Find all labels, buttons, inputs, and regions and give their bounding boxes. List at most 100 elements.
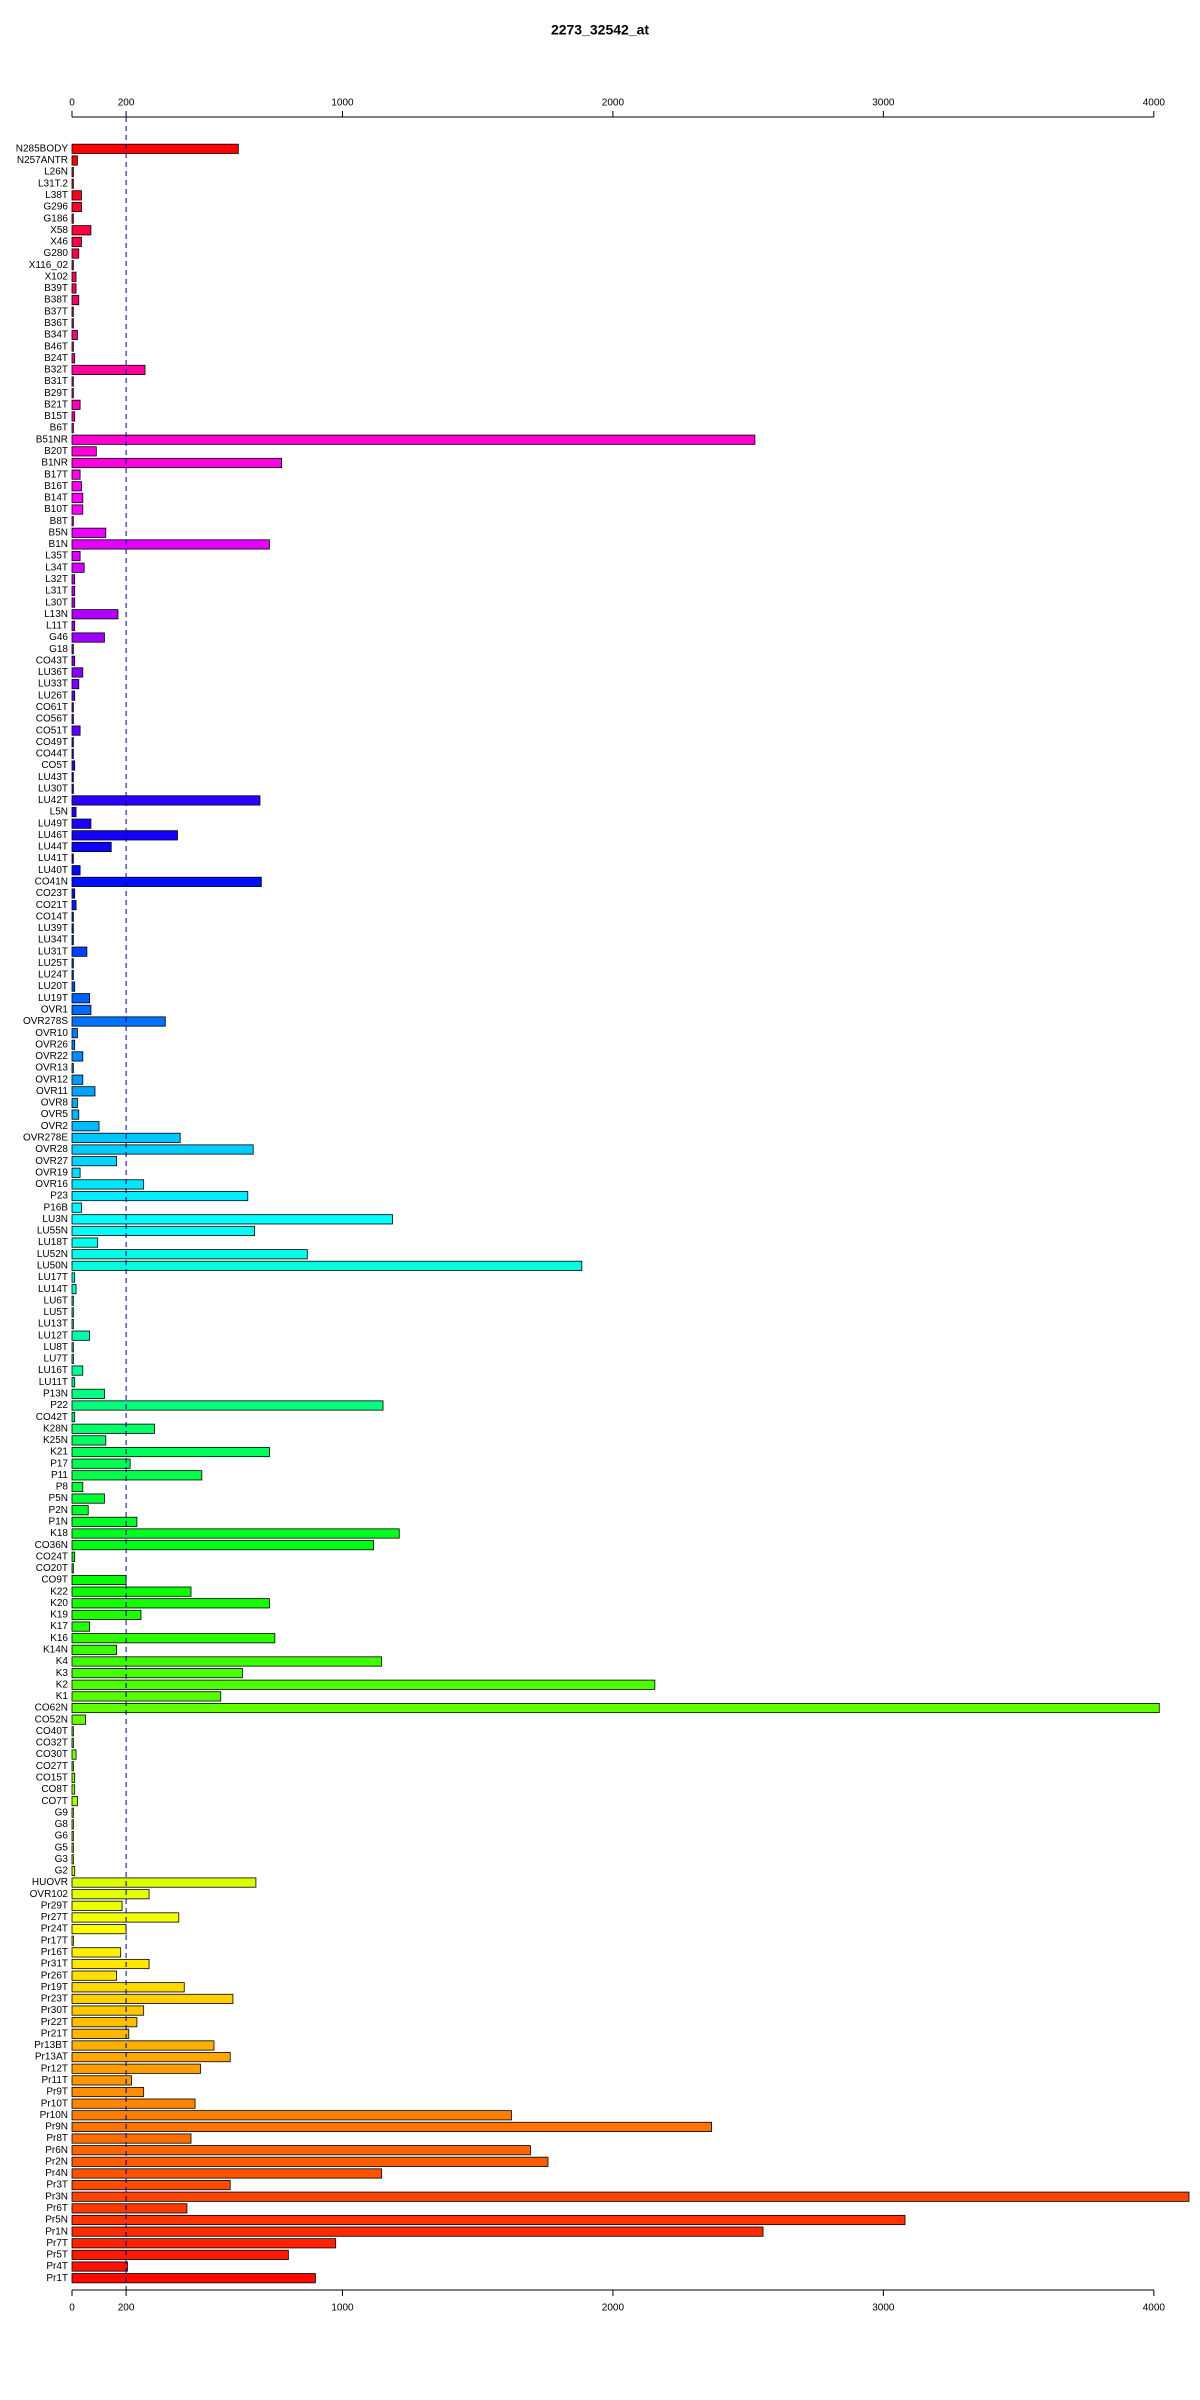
bar: [71, 1446, 270, 1458]
y-tick-label: Pr19T: [41, 1982, 68, 1993]
bar: [71, 1609, 142, 1620]
y-tick-label: CO42T: [36, 1412, 68, 1423]
bar: [71, 1563, 74, 1574]
bar: [71, 2121, 713, 2132]
y-tick-label: B51NR: [36, 434, 68, 445]
y-tick-label: B20T: [44, 446, 68, 457]
bar: [71, 2005, 145, 2016]
bar: [71, 1435, 107, 1446]
bar: [71, 772, 74, 783]
bar: [71, 1528, 400, 1539]
y-tick-label: P22: [50, 1400, 68, 1411]
bar: [71, 1877, 257, 1888]
bar: [71, 1295, 74, 1306]
bar: [71, 1365, 84, 1376]
y-tick-label: CO62N: [35, 1703, 68, 1714]
y-tick-label: CO23T: [36, 888, 68, 899]
y-tick-label: Pr9T: [46, 2087, 68, 2098]
y-tick-label: LU20T: [38, 981, 68, 992]
bar: [71, 1214, 393, 1225]
y-tick-label: P1N: [49, 1516, 68, 1527]
bar: [71, 1458, 131, 1469]
bar: [71, 1819, 74, 1830]
bar: [71, 1237, 99, 1248]
y-tick-label: CO9T: [41, 1575, 68, 1586]
bar: [71, 1144, 254, 1155]
y-tick-label: P23: [50, 1191, 68, 1202]
bar: [71, 1854, 74, 1865]
y-tick-label: Pr22T: [41, 2017, 68, 2028]
y-tick-label: Pr24T: [41, 1924, 68, 1935]
x-tick-label: 0: [69, 98, 75, 109]
y-tick-label: LU50N: [37, 1261, 68, 1272]
bar: [71, 923, 74, 934]
bar: [71, 1656, 383, 1667]
bar: [71, 504, 84, 515]
y-tick-label: Pr17T: [41, 1935, 68, 1946]
y-tick-label: LU8T: [44, 1342, 68, 1353]
bar: [71, 295, 80, 306]
bar: [71, 1097, 78, 1109]
bar: [71, 539, 270, 550]
y-tick-label: OVR19: [35, 1167, 68, 1178]
y-tick-label: Pr29T: [41, 1900, 68, 1911]
y-tick-label: CO43T: [36, 655, 68, 666]
y-tick-label: Pr13AT: [35, 2052, 68, 2063]
bar: [71, 2226, 764, 2237]
bar: [71, 516, 74, 527]
y-tick-label: OVR12: [35, 1074, 68, 1085]
y-tick-label: Pr5N: [45, 2215, 68, 2226]
bar: [71, 492, 84, 503]
y-tick-label: OVR13: [35, 1063, 68, 1074]
x-tick-label: 200: [118, 98, 135, 109]
y-tick-label: K14N: [43, 1644, 68, 1655]
y-tick-label: LU7T: [44, 1354, 68, 1365]
y-tick-label: G9: [55, 1807, 69, 1818]
bar: [71, 1621, 90, 1632]
y-tick-label: OVR278S: [23, 1016, 68, 1027]
bar: [71, 958, 74, 969]
bar: [71, 1807, 74, 1818]
bar: [71, 562, 85, 573]
bar: [71, 1225, 255, 1237]
bar: [71, 1726, 74, 1737]
bar: [71, 213, 74, 224]
bar: [71, 2145, 531, 2156]
bar: [71, 2238, 337, 2249]
bar: [71, 807, 77, 818]
y-tick-label: Pr27T: [41, 1912, 68, 1923]
bar: [71, 190, 82, 201]
y-tick-label: Pr7T: [46, 2238, 68, 2249]
y-tick-label: K4: [56, 1656, 69, 1667]
bar: [71, 1249, 308, 1260]
y-tick-label: CO56T: [36, 714, 68, 725]
bar: [71, 1924, 127, 1935]
bar: [71, 1912, 180, 1923]
bar: [71, 1493, 105, 1504]
bar: [71, 2075, 132, 2086]
y-tick-label: OVR28: [35, 1144, 68, 1155]
y-tick-label: N257ANTR: [17, 155, 68, 166]
bar: [71, 1796, 78, 1807]
bar: [71, 1644, 118, 1655]
bar: [71, 1889, 150, 1900]
y-tick-label: LU36T: [38, 667, 68, 678]
y-tick-label: K17: [50, 1621, 68, 1632]
y-tick-label: L31T.2: [38, 178, 68, 189]
bar: [71, 2191, 1190, 2202]
bar: [71, 271, 77, 282]
bar: [71, 1051, 84, 1062]
y-tick-label: LU33T: [38, 679, 68, 690]
bar: [71, 2086, 145, 2098]
bar: [71, 1086, 96, 1097]
y-tick-label: B46T: [44, 341, 68, 352]
y-tick-label: K25N: [43, 1435, 68, 1446]
y-tick-label: L35T: [45, 551, 68, 562]
y-tick-label: B16T: [44, 481, 68, 492]
y-tick-label: Pr26T: [41, 1970, 68, 1981]
y-tick-label: B38T: [44, 295, 68, 306]
y-tick-label: B39T: [44, 283, 68, 294]
bar: [71, 2110, 512, 2121]
